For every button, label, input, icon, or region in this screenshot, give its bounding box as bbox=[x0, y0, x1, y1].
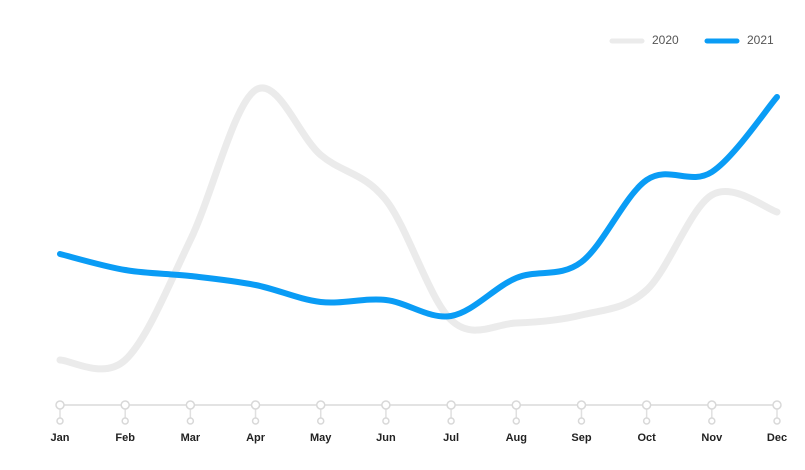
x-tick-dot bbox=[315, 400, 326, 410]
x-tick-dot bbox=[56, 417, 64, 425]
x-tick-dot bbox=[576, 400, 587, 410]
x-tick-dot bbox=[185, 400, 196, 410]
x-tick-dot bbox=[382, 417, 390, 425]
x-tick-dot bbox=[577, 417, 586, 425]
x-tick-dot bbox=[446, 400, 456, 410]
series-line bbox=[57, 94, 780, 320]
x-tick-dot bbox=[512, 417, 521, 425]
x-tick-dot bbox=[55, 400, 65, 410]
x-tick-label: Feb bbox=[115, 432, 135, 444]
x-tick-dot bbox=[773, 417, 781, 425]
x-tick-dot bbox=[120, 400, 130, 410]
x-tick-label: Jul bbox=[443, 432, 459, 444]
x-tick-dot bbox=[186, 417, 195, 425]
x-tick-label: Jun bbox=[376, 432, 396, 444]
x-tick-label: Mar bbox=[181, 432, 201, 444]
x-tick-label: Oct bbox=[637, 432, 656, 444]
x-tick-dot bbox=[511, 400, 522, 410]
x-tick-dot bbox=[121, 417, 129, 425]
x-tick-dot bbox=[250, 400, 261, 410]
x-tick-dot bbox=[316, 417, 325, 425]
x-tick-label: Aug bbox=[506, 432, 527, 444]
x-tick-dot bbox=[642, 417, 651, 425]
legend-label: 2020 bbox=[652, 33, 679, 47]
x-tick-label: May bbox=[310, 432, 332, 444]
x-tick-dot bbox=[641, 400, 652, 410]
x-tick-dot bbox=[707, 400, 717, 410]
x-tick-dot bbox=[251, 417, 260, 425]
x-tick-dot bbox=[772, 400, 782, 410]
x-tick-label: Jan bbox=[51, 432, 70, 444]
x-tick-dot bbox=[447, 417, 455, 425]
x-tick-label: Dec bbox=[767, 432, 787, 444]
legend-label: 2021 bbox=[747, 33, 774, 47]
x-tick-label: Apr bbox=[246, 432, 266, 444]
series-line bbox=[56, 84, 781, 373]
x-tick-dot bbox=[708, 417, 716, 425]
x-tick-label: Sep bbox=[571, 432, 591, 444]
x-tick-dot bbox=[381, 400, 391, 410]
x-tick-label: Nov bbox=[701, 432, 723, 444]
